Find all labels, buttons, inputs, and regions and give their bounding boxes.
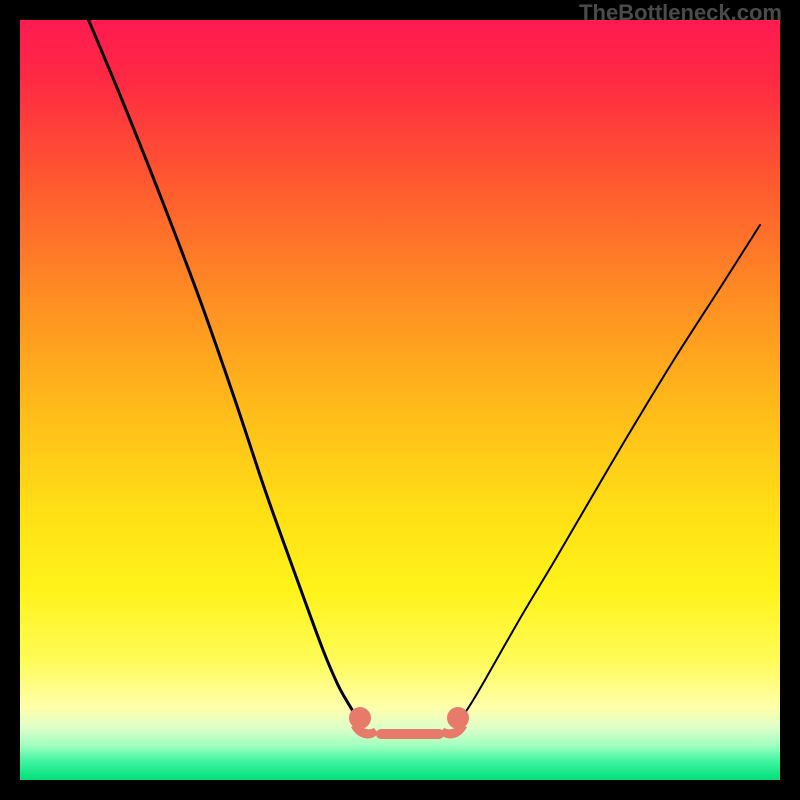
watermark-text: TheBottleneck.com bbox=[579, 0, 782, 26]
chart-gradient-bg bbox=[20, 20, 780, 780]
bottleneck-chart bbox=[0, 0, 800, 800]
chart-frame: TheBottleneck.com bbox=[0, 0, 800, 800]
